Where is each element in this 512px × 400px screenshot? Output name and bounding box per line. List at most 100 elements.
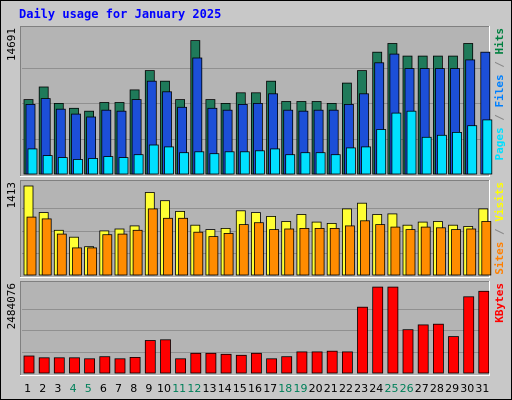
kbytes-bar-kbytes-day-30	[463, 296, 475, 374]
visits-bar-sites-day-17	[269, 229, 280, 276]
traffic-bar-pages-day-23	[361, 146, 371, 175]
visits-bar-sites-day-15	[238, 224, 249, 276]
visits-bar-sites-day-29	[451, 229, 461, 276]
traffic-bar-pages-day-29	[452, 131, 462, 175]
traffic-bar-pages-day-27	[421, 136, 432, 175]
traffic-bar-pages-day-17	[270, 148, 281, 175]
visits-series-label-part-1: /	[493, 222, 506, 242]
day-label-14: 14	[218, 382, 232, 395]
traffic-bar-pages-day-11	[179, 152, 190, 175]
traffic-bar-pages-day-13	[209, 153, 220, 175]
visits-bar-sites-day-22	[344, 225, 355, 276]
kbytes-bar-kbytes-day-4	[69, 357, 80, 374]
traffic-series-label-part-4: Hits	[493, 28, 506, 55]
kbytes-max-label: 2484076	[5, 283, 18, 329]
visits-bar-sites-day-23	[360, 220, 370, 276]
traffic-bar-pages-day-8	[133, 154, 144, 175]
traffic-bar-pages-day-4	[73, 159, 83, 175]
traffic-bar-pages-day-31	[482, 119, 493, 175]
kbytes-series-label: KBytes	[493, 283, 506, 323]
day-label-21: 21	[324, 382, 338, 395]
traffic-bar-pages-day-12	[194, 151, 205, 175]
visits-series-label: Sites / Visits	[493, 182, 506, 275]
visits-bar-sites-day-24	[375, 224, 386, 276]
visits-bar-sites-day-18	[284, 228, 295, 276]
visits-series-label-part-2: Visits	[493, 182, 506, 222]
traffic-max-label: 14691	[5, 28, 18, 61]
traffic-bar-pages-day-22	[345, 147, 356, 175]
visits-bar-sites-day-5	[87, 247, 97, 276]
traffic-bar-pages-day-28	[436, 134, 447, 175]
visits-bar-sites-day-1	[26, 216, 37, 276]
kbytes-bar-kbytes-day-23	[357, 306, 368, 374]
day-label-12: 12	[187, 382, 201, 395]
day-label-13: 13	[203, 382, 217, 395]
traffic-bar-pages-day-15	[239, 151, 250, 175]
day-label-19: 19	[294, 382, 308, 395]
visits-bar-sites-day-11	[178, 217, 189, 276]
kbytes-bar-kbytes-day-18	[281, 356, 293, 374]
day-label-20: 20	[309, 382, 323, 395]
visits-bar-sites-day-3	[56, 233, 67, 276]
traffic-bar-pages-day-5	[88, 158, 98, 175]
visits-bar-sites-day-27	[420, 226, 431, 276]
day-label-7: 7	[115, 382, 122, 395]
visits-bar-sites-day-12	[193, 231, 204, 276]
kbytes-bar-kbytes-day-6	[99, 356, 111, 374]
kbytes-bar-kbytes-day-13	[205, 352, 217, 374]
traffic-bar-pages-day-1	[27, 148, 38, 175]
kbytes-bar-kbytes-day-8	[129, 356, 141, 374]
kbytes-bar-kbytes-day-7	[114, 358, 126, 374]
kbytes-series-label-part-0: KBytes	[493, 283, 506, 323]
traffic-bar-pages-day-26	[406, 110, 417, 175]
kbytes-bar-kbytes-day-14	[220, 353, 232, 374]
chart-title: Daily usage for January 2025	[19, 7, 222, 21]
day-label-29: 29	[445, 382, 459, 395]
day-label-17: 17	[263, 382, 277, 395]
kbytes-bar-kbytes-day-3	[53, 357, 65, 374]
day-label-31: 31	[475, 382, 489, 395]
traffic-bar-pages-day-14	[224, 151, 235, 175]
visits-bar-sites-day-4	[72, 247, 82, 276]
traffic-bar-pages-day-19	[300, 152, 311, 175]
day-label-5: 5	[85, 382, 92, 395]
kbytes-bar-kbytes-day-21	[326, 350, 338, 374]
day-label-8: 8	[130, 382, 137, 395]
day-label-15: 15	[233, 382, 247, 395]
visits-bar-sites-day-19	[299, 227, 310, 276]
traffic-series-label-part-1: /	[493, 108, 506, 128]
day-label-27: 27	[415, 382, 429, 395]
kbytes-bar-kbytes-day-22	[341, 351, 353, 374]
kbytes-bar-kbytes-day-26	[402, 329, 414, 374]
day-label-18: 18	[278, 382, 292, 395]
traffic-bar-pages-day-6	[103, 156, 114, 175]
visits-series-label-part-0: Sites	[493, 242, 506, 275]
kbytes-bar-kbytes-day-19	[296, 351, 308, 374]
traffic-bar-pages-day-7	[118, 157, 129, 175]
kbytes-bar-kbytes-day-11	[175, 358, 187, 374]
day-label-22: 22	[339, 382, 353, 395]
day-label-16: 16	[248, 382, 262, 395]
day-label-1: 1	[24, 382, 31, 395]
visits-bar-sites-day-2	[41, 218, 52, 276]
kbytes-bar-kbytes-day-12	[190, 352, 202, 374]
kbytes-bar-kbytes-day-2	[38, 357, 50, 374]
kbytes-bar-kbytes-day-28	[432, 323, 444, 374]
traffic-bar-pages-day-24	[376, 129, 387, 175]
visits-max-label: 1413	[5, 182, 18, 209]
visits-bar-sites-day-9	[147, 208, 158, 276]
kbytes-bar-kbytes-day-15	[235, 354, 247, 374]
traffic-bar-pages-day-10	[164, 146, 174, 175]
day-label-24: 24	[369, 382, 383, 395]
traffic-bar-pages-day-2	[42, 155, 53, 175]
kbytes-bar-kbytes-day-1	[23, 355, 35, 374]
day-label-4: 4	[70, 382, 77, 395]
day-label-26: 26	[400, 382, 414, 395]
kbytes-bar-kbytes-day-29	[448, 336, 459, 374]
visits-bar-sites-day-26	[405, 229, 416, 276]
visits-bar-sites-day-13	[208, 236, 219, 276]
traffic-bar-pages-day-30	[467, 125, 478, 175]
day-label-28: 28	[430, 382, 444, 395]
traffic-bar-pages-day-9	[148, 144, 159, 175]
day-label-23: 23	[354, 382, 368, 395]
